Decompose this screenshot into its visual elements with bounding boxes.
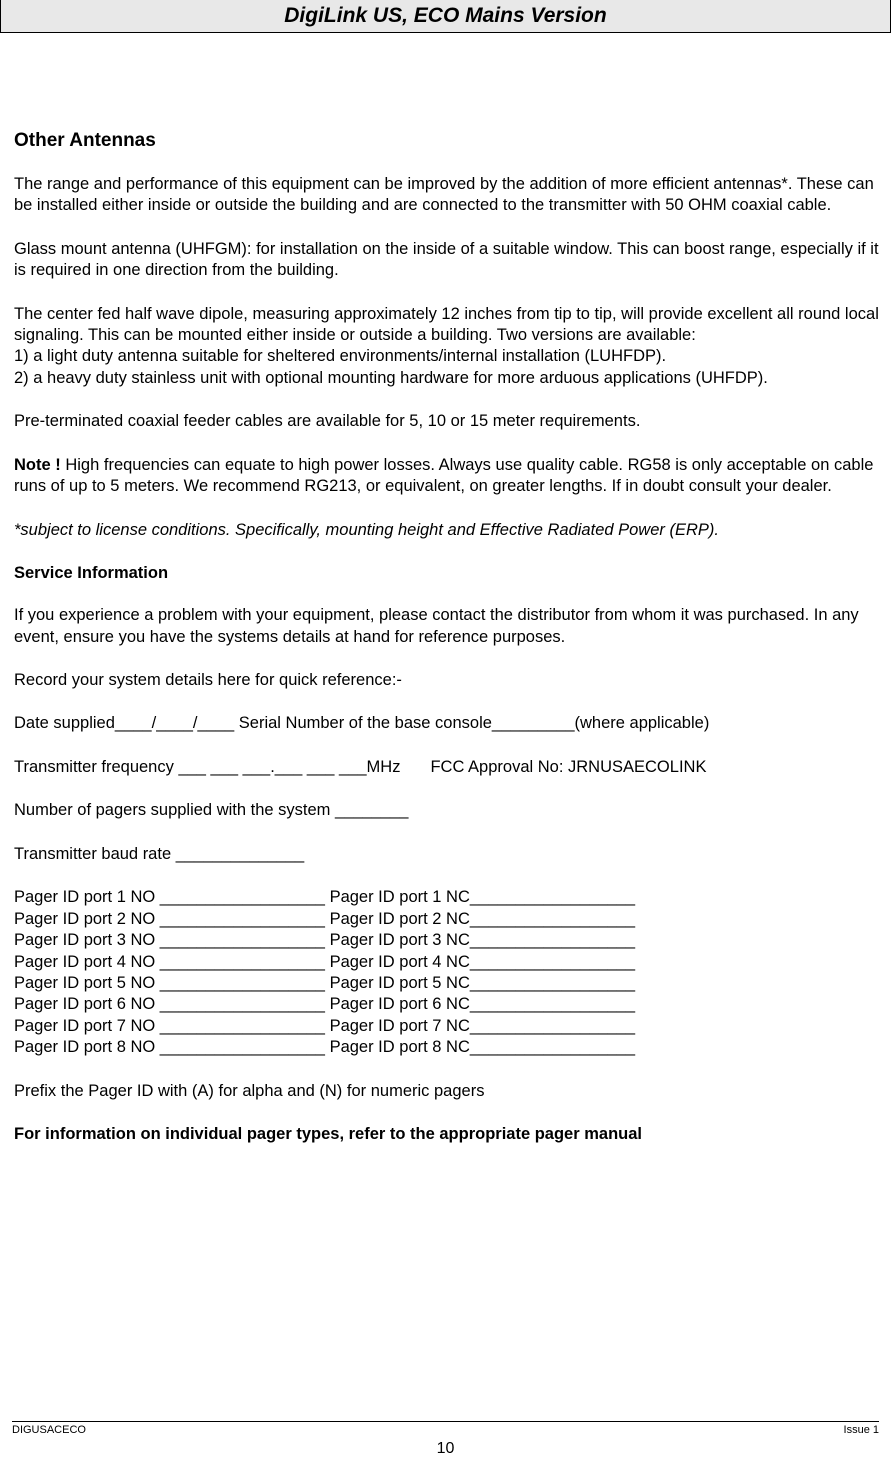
para-pager-types: For information on individual pager type… bbox=[14, 1124, 879, 1145]
document-footer: DIGUSACECO Issue 1 10 bbox=[0, 1421, 891, 1459]
pager-port-row: Pager ID port 6 NO __________________ Pa… bbox=[14, 995, 635, 1013]
para-prefix: Prefix the Pager ID with (A) for alpha a… bbox=[14, 1081, 879, 1102]
pager-ports-block: Pager ID port 1 NO __________________ Pa… bbox=[14, 887, 879, 1059]
section-other-antennas: Other Antennas bbox=[14, 129, 879, 152]
pager-port-row: Pager ID port 1 NO __________________ Pa… bbox=[14, 888, 635, 906]
pager-port-row: Pager ID port 4 NO __________________ Pa… bbox=[14, 953, 635, 971]
document-header: DigiLink US, ECO Mains Version bbox=[0, 0, 891, 33]
header-title: DigiLink US, ECO Mains Version bbox=[284, 4, 606, 27]
footer-text: DIGUSACECO Issue 1 bbox=[12, 1424, 879, 1437]
dipole-opt2: 2) a heavy duty stainless unit with opti… bbox=[14, 369, 768, 387]
note-label: Note ! bbox=[14, 456, 65, 474]
para-service: If you experience a problem with your eq… bbox=[14, 605, 879, 648]
para-dipole: The center fed half wave dipole, measuri… bbox=[14, 304, 879, 390]
pager-port-row: Pager ID port 3 NO __________________ Pa… bbox=[14, 931, 635, 949]
page-number: 10 bbox=[12, 1439, 879, 1459]
para-range: The range and performance of this equipm… bbox=[14, 174, 879, 217]
pager-port-row: Pager ID port 2 NO __________________ Pa… bbox=[14, 910, 635, 928]
dipole-intro: The center fed half wave dipole, measuri… bbox=[14, 305, 879, 344]
para-glass-mount: Glass mount antenna (UHFGM): for install… bbox=[14, 239, 879, 282]
para-feeder: Pre-terminated coaxial feeder cables are… bbox=[14, 411, 879, 432]
freq-label: Transmitter frequency ___ ___ ___.___ __… bbox=[14, 758, 400, 776]
pager-port-row: Pager ID port 7 NO __________________ Pa… bbox=[14, 1017, 635, 1035]
document-content: Other Antennas The range and performance… bbox=[0, 129, 891, 1146]
fcc-label: FCC Approval No: JRNUSAECOLINK bbox=[430, 758, 706, 776]
para-record: Record your system details here for quic… bbox=[14, 670, 879, 691]
para-note: Note ! High frequencies can equate to hi… bbox=[14, 455, 879, 498]
dipole-opt1: 1) a light duty antenna suitable for she… bbox=[14, 347, 666, 365]
para-pager-count: Number of pagers supplied with the syste… bbox=[14, 800, 879, 821]
footer-left: DIGUSACECO bbox=[12, 1424, 86, 1437]
para-date-serial: Date supplied____/____/____ Serial Numbe… bbox=[14, 713, 879, 734]
para-baud: Transmitter baud rate ______________ bbox=[14, 844, 879, 865]
footer-rule bbox=[12, 1421, 879, 1422]
para-freq-fcc: Transmitter frequency ___ ___ ___.___ __… bbox=[14, 757, 879, 778]
footer-right: Issue 1 bbox=[844, 1424, 879, 1437]
pager-port-row: Pager ID port 5 NO __________________ Pa… bbox=[14, 974, 635, 992]
para-license: *subject to license conditions. Specific… bbox=[14, 520, 879, 541]
pager-port-row: Pager ID port 8 NO __________________ Pa… bbox=[14, 1038, 635, 1056]
section-service-info: Service Information bbox=[14, 563, 879, 583]
note-text: High frequencies can equate to high powe… bbox=[14, 456, 873, 495]
